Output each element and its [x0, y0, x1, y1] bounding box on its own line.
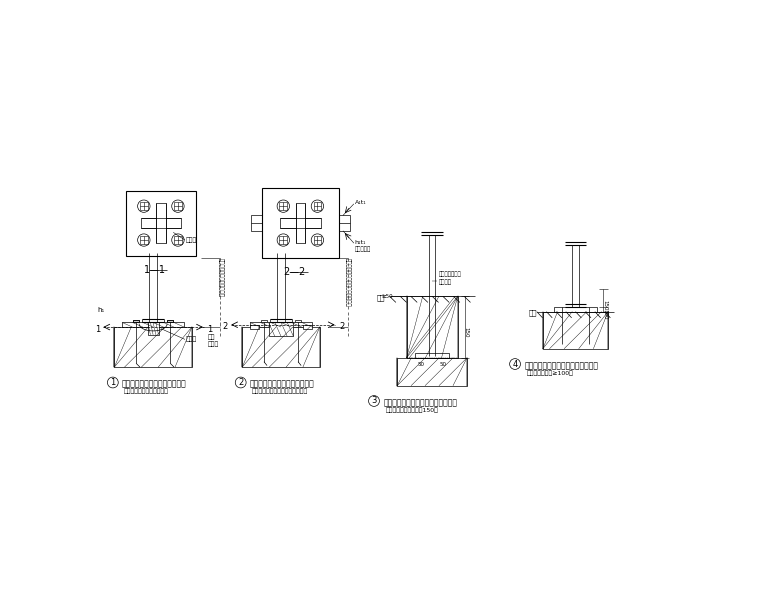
- Text: 50: 50: [418, 362, 425, 367]
- Bar: [122, 322, 184, 327]
- Text: 抗剪键: 抗剪键: [185, 336, 197, 342]
- Bar: [261, 188, 339, 258]
- Bar: [280, 218, 321, 228]
- Bar: [147, 322, 159, 335]
- Text: （柱脚高出地面≥100）: （柱脚高出地面≥100）: [527, 370, 574, 376]
- Bar: [250, 322, 312, 327]
- Text: h₁: h₁: [97, 307, 105, 313]
- Bar: [126, 191, 196, 256]
- Text: A₁t₁: A₁t₁: [355, 200, 366, 205]
- Text: 2: 2: [339, 322, 344, 331]
- Bar: [397, 358, 467, 385]
- Bar: [268, 322, 293, 336]
- Text: 钢柱截面尺寸根据计算确定: 钢柱截面尺寸根据计算确定: [217, 258, 223, 297]
- Text: 抗剪键: 抗剪键: [185, 237, 197, 243]
- Bar: [250, 325, 259, 330]
- Text: 4: 4: [512, 359, 518, 368]
- Text: 1: 1: [95, 325, 100, 334]
- Bar: [140, 236, 147, 244]
- Bar: [295, 320, 301, 322]
- Bar: [174, 236, 182, 244]
- Bar: [339, 215, 350, 231]
- Bar: [415, 353, 449, 358]
- Bar: [167, 320, 173, 322]
- Text: 剪力键截面: 剪力键截面: [355, 246, 371, 252]
- Bar: [141, 218, 181, 228]
- Bar: [167, 320, 173, 322]
- Bar: [133, 320, 139, 322]
- Bar: [251, 215, 261, 231]
- Text: 2: 2: [223, 322, 228, 331]
- Text: 50: 50: [439, 362, 446, 367]
- Bar: [302, 325, 312, 330]
- Text: （可用二字形、槽形截面低合钢）: （可用二字形、槽形截面低合钢）: [252, 389, 308, 394]
- Bar: [140, 202, 147, 210]
- Text: 150: 150: [603, 300, 607, 311]
- Text: （可用工字形截面成方钢）: （可用工字形截面成方钢）: [124, 389, 169, 394]
- Text: 外露式柱脚抗剪键的设置（二）: 外露式柱脚抗剪键的设置（二）: [250, 379, 315, 389]
- Bar: [280, 236, 287, 244]
- Text: 地面: 地面: [529, 309, 537, 316]
- Text: ≥50: ≥50: [381, 294, 393, 299]
- Text: 混凝构混凝土化: 混凝构混凝土化: [439, 272, 461, 277]
- Text: 2—2: 2—2: [283, 267, 306, 277]
- Bar: [280, 202, 287, 210]
- Text: h₁t₁: h₁t₁: [355, 240, 366, 245]
- Bar: [157, 203, 166, 243]
- Bar: [314, 202, 321, 210]
- Text: （包裹构筑混土离地面150）: （包裹构筑混土离地面150）: [385, 407, 439, 413]
- Text: 100: 100: [603, 309, 607, 320]
- Bar: [174, 202, 182, 210]
- Text: 2: 2: [238, 378, 243, 387]
- Bar: [242, 327, 320, 367]
- Bar: [114, 327, 192, 367]
- Text: 混凝者: 混凝者: [207, 341, 219, 347]
- Bar: [554, 307, 597, 312]
- Text: 覆置基础: 覆置基础: [439, 279, 451, 285]
- Text: 150: 150: [464, 327, 469, 337]
- Text: 1: 1: [110, 378, 116, 387]
- Text: 抗置: 抗置: [207, 335, 215, 340]
- Text: 外露式柱脚在地面以上时的防护措施: 外露式柱脚在地面以上时的防护措施: [524, 361, 598, 370]
- Text: 外露式柱脚抗剪键的设置（一）: 外露式柱脚抗剪键的设置（一）: [122, 379, 187, 389]
- Text: 外露式柱脚在地面以下时的防护措施: 外露式柱脚在地面以下时的防护措施: [383, 398, 458, 407]
- Bar: [261, 320, 267, 322]
- Bar: [407, 296, 458, 358]
- Text: 1: 1: [207, 325, 213, 334]
- Bar: [133, 320, 139, 322]
- Bar: [296, 203, 305, 243]
- Text: 3: 3: [372, 396, 377, 406]
- Text: 钢柱截面尺寸根据连接件计算确定: 钢柱截面尺寸根据连接件计算确定: [345, 258, 351, 306]
- Text: 地层: 地层: [376, 294, 385, 300]
- Bar: [543, 312, 608, 348]
- Bar: [314, 236, 321, 244]
- Text: 1—1: 1—1: [144, 264, 166, 275]
